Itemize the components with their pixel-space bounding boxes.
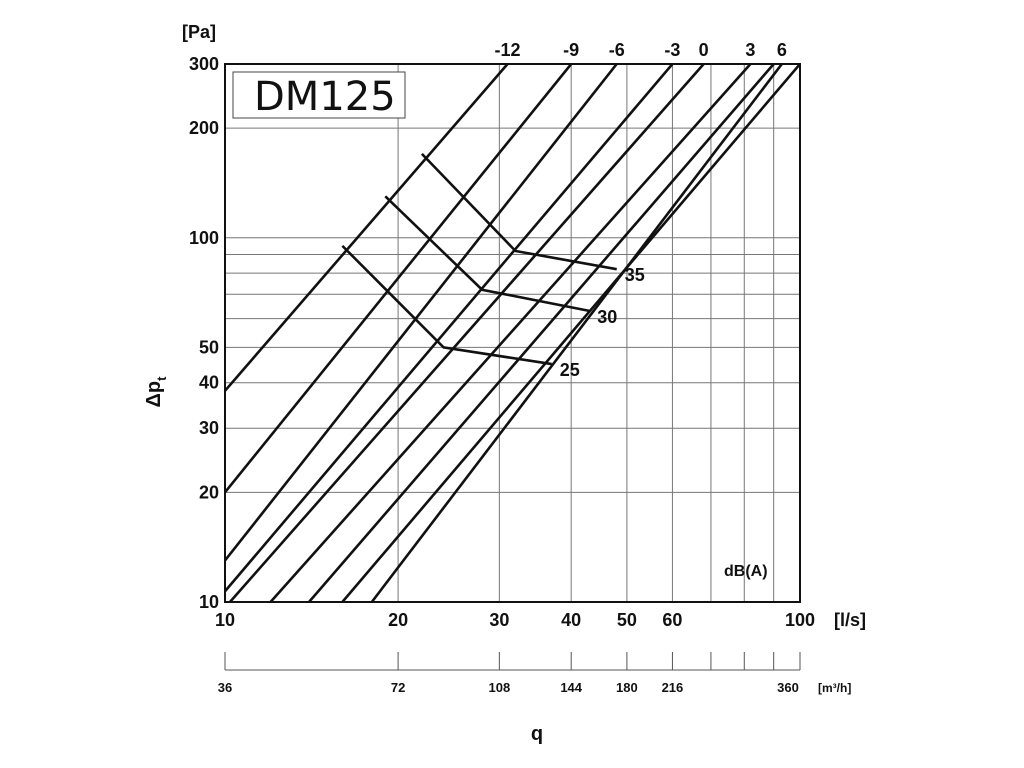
secondary-tick-label: 144 [560, 680, 582, 695]
y-axis-label-main: Δp [143, 381, 165, 408]
x-tick-label: 20 [388, 610, 408, 630]
secondary-tick-label: 72 [391, 680, 405, 695]
sound-level-label: -6 [609, 40, 625, 60]
sound-level-line [308, 64, 775, 602]
damper-line [384, 195, 590, 313]
x-tick-label: 100 [785, 610, 815, 630]
damper-label: 30 [597, 307, 617, 327]
y-tick-label: 50 [199, 337, 219, 357]
x-tick-label: 50 [617, 610, 637, 630]
sound-level-label: -12 [495, 40, 521, 60]
y-tick-label: 200 [189, 118, 219, 138]
sound-level-label: 6 [777, 40, 787, 60]
sound-level-line [225, 64, 509, 392]
damper-labels: 35 30 25 [560, 265, 645, 380]
grid-lines [224, 63, 801, 603]
x-tick-label: 60 [662, 610, 682, 630]
x-tick-label: 10 [215, 610, 235, 630]
sound-level-label: -9 [563, 40, 579, 60]
plot-frame [224, 63, 801, 603]
y-tick-label: 300 [189, 54, 219, 74]
sound-level-label: -3 [664, 40, 680, 60]
x-tick-labels: 10 20 30 40 50 60 100 [215, 610, 815, 630]
y-axis-label-subscript: t [154, 376, 169, 381]
sound-unit-label: dB(A) [724, 563, 768, 580]
secondary-tick-label: 36 [218, 680, 232, 695]
y-tick-label: 10 [199, 592, 219, 612]
y-unit-label: [Pa] [182, 22, 216, 42]
x-tick-label: 30 [489, 610, 509, 630]
sound-level-line [225, 64, 573, 494]
sound-level-line [370, 64, 783, 602]
secondary-tick-label: 216 [662, 680, 684, 695]
secondary-tick-label: 180 [616, 680, 638, 695]
sound-level-labels: -12 -9 -6 -3 0 3 6 [495, 40, 787, 60]
sound-level-line [225, 64, 618, 562]
sound-level-lines [225, 64, 800, 602]
sound-level-line [341, 64, 800, 602]
chart-title: DM125 [254, 74, 396, 120]
secondary-tick-label: 108 [488, 680, 510, 695]
sound-level-line [269, 64, 752, 602]
damper-line [420, 152, 617, 271]
sound-level-line [228, 64, 705, 602]
damper-label: 25 [560, 360, 580, 380]
y-tick-label: 40 [199, 373, 219, 393]
sound-level-line [225, 64, 674, 593]
y-tick-label: 20 [199, 482, 219, 502]
secondary-tick-label: 360 [777, 680, 799, 695]
damper-position-lines [341, 152, 617, 366]
x-axis-label: q [531, 723, 543, 745]
sound-level-label: 0 [699, 40, 709, 60]
y-axis-label: Δpt [143, 376, 169, 408]
x-unit-label: [l/s] [834, 610, 866, 630]
y-tick-labels: 10 20 30 40 50 100 200 300 [189, 54, 219, 612]
secondary-x-axis: 36 72 108 144 180 216 360 [218, 652, 801, 695]
title-box [232, 71, 406, 119]
y-tick-label: 30 [199, 418, 219, 438]
secondary-x-unit-label: [m³/h] [818, 681, 851, 695]
damper-line [341, 244, 552, 366]
damper-label: 35 [625, 265, 645, 285]
x-tick-label: 40 [561, 610, 581, 630]
y-tick-label: 100 [189, 228, 219, 248]
sound-level-label: 3 [745, 40, 755, 60]
